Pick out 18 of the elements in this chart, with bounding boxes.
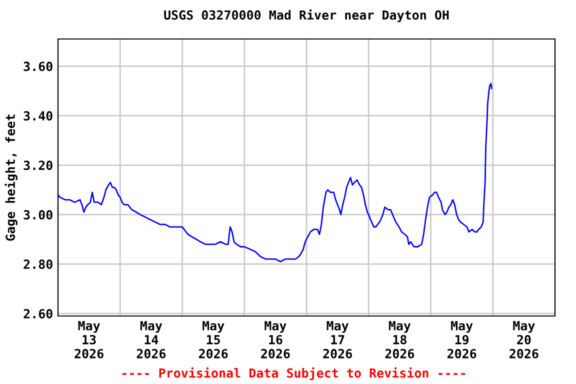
x-tick-label: May 19 2026 xyxy=(447,321,476,358)
y-axis-title: Gage height, feet xyxy=(4,114,18,241)
y-tick-label: 2.60 xyxy=(24,309,52,318)
chart-title: USGS 03270000 Mad River near Dayton OH xyxy=(164,9,449,22)
y-tick-label: 3.40 xyxy=(24,111,52,121)
y-tick-label: 3.20 xyxy=(24,160,52,170)
y-tick-label: 3.60 xyxy=(24,62,52,72)
line-series xyxy=(58,82,492,262)
y-tick-label: 2.80 xyxy=(24,260,52,269)
x-tick-label: May 16 2026 xyxy=(261,321,290,358)
x-tick-label: May 20 2026 xyxy=(510,321,538,358)
x-tick-label: May 17 2026 xyxy=(323,321,352,358)
x-tick-label: May 13 2026 xyxy=(74,321,104,358)
x-tick-label: May 14 2026 xyxy=(136,321,166,358)
x-tick-label: May 18 2026 xyxy=(385,321,414,358)
text: ---- Provisional Data Subject to Revision ---- xyxy=(122,367,466,380)
y-tick-label: 3.00 xyxy=(24,210,52,220)
x-tick-label: May 15 2026 xyxy=(198,321,228,358)
